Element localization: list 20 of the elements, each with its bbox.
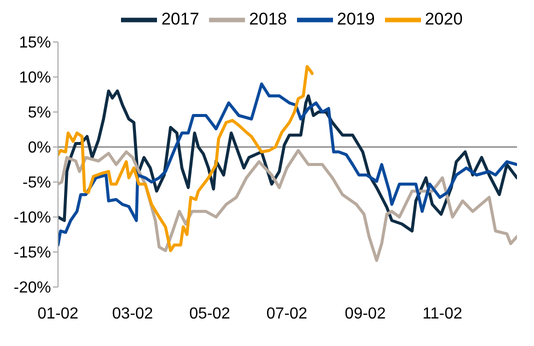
x-tick-label: 03-02 bbox=[112, 305, 154, 322]
legend-label: 2017 bbox=[161, 9, 200, 28]
y-tick-label: -15% bbox=[14, 244, 51, 262]
y-tick-label: -5% bbox=[22, 174, 51, 192]
y-tick-label: -20% bbox=[14, 280, 51, 297]
y-tick-label: -10% bbox=[14, 210, 51, 227]
x-tick-label: 05-02 bbox=[189, 305, 230, 322]
legend-label: 2019 bbox=[337, 9, 375, 28]
y-tick-label: 10% bbox=[18, 70, 51, 87]
legend-label: 2018 bbox=[249, 9, 287, 28]
line-series bbox=[58, 65, 314, 252]
line-series bbox=[58, 149, 517, 262]
x-tick-label: 09-02 bbox=[344, 305, 386, 322]
y-tick-label: 15% bbox=[18, 34, 51, 52]
y-tick-label: 5% bbox=[28, 104, 51, 122]
y-tick-label: 0% bbox=[28, 140, 51, 157]
x-tick-label: 01-02 bbox=[38, 305, 79, 322]
x-tick-label: 11-02 bbox=[422, 305, 462, 322]
x-tick-label: 07-02 bbox=[266, 305, 308, 322]
legend-label: 2020 bbox=[424, 9, 463, 28]
